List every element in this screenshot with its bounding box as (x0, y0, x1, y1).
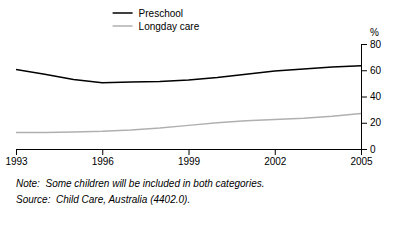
tick-label: 0 (370, 144, 376, 155)
legend-swatch (113, 25, 133, 27)
tick: 20 (361, 117, 382, 128)
annotation: Note: Some children will be included in … (16, 178, 264, 189)
legend-item: Preschool (113, 8, 183, 19)
series-line (16, 66, 361, 83)
legend-label: Longday care (139, 21, 200, 32)
axis-line (362, 45, 368, 150)
tick-label: 40 (370, 91, 382, 102)
legend-item: Longday care (113, 21, 200, 32)
legend: Preschool Longday care (113, 8, 200, 32)
tick-label: 80 (370, 39, 382, 50)
tick-label: 1999 (178, 156, 201, 167)
tick-mark (361, 44, 367, 45)
tick: 1996 (92, 149, 115, 167)
tick-mark (102, 149, 103, 155)
tick-mark (189, 149, 190, 155)
tick-label: 60 (370, 65, 382, 76)
chart: 1993 1996 1999 2002 20050 20 40 60 80% Preschool L… (0, 0, 397, 227)
y-axis: 0 20 40 60 80 (361, 39, 382, 155)
legend-label: Preschool (139, 8, 183, 19)
axis-line (17, 150, 362, 156)
x-axis: 1993 1996 1999 2002 2005 (5, 149, 373, 167)
tick-label: 2005 (350, 156, 373, 167)
tick: 80 (361, 39, 382, 50)
tick-mark (361, 97, 367, 98)
tick: 1999 (178, 149, 201, 167)
tick: 2002 (264, 149, 287, 167)
axis-title: % (370, 27, 379, 38)
tick-mark (361, 123, 367, 124)
tick-mark (361, 149, 367, 150)
tick-mark (16, 149, 17, 155)
tick: 0 (361, 144, 376, 155)
series-line (16, 114, 361, 133)
plot-area: 1993 1996 1999 2002 20050 20 40 60 80% (5, 27, 381, 167)
legend-swatch (113, 12, 133, 14)
tick-label: 2002 (264, 156, 287, 167)
tick: 40 (361, 91, 382, 102)
series-group (16, 66, 361, 133)
tick: 60 (361, 65, 382, 76)
annotation: Source: Child Care, Australia (4402.0). (16, 194, 190, 205)
tick-label: 20 (370, 117, 382, 128)
tick-mark (361, 70, 367, 71)
tick: 1993 (5, 149, 28, 167)
tick-mark (275, 149, 276, 155)
tick-label: 1993 (5, 156, 28, 167)
tick-label: 1996 (92, 156, 115, 167)
